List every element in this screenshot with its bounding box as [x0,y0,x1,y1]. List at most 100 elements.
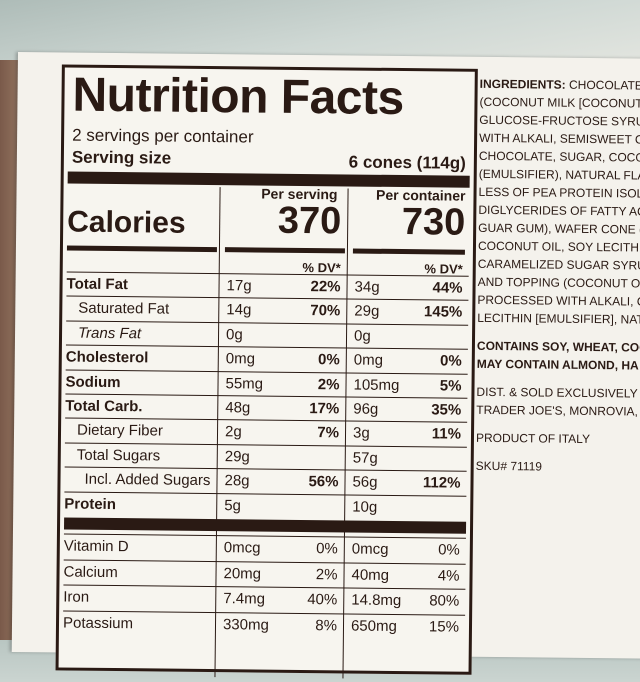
allergen-line: MAY CONTAIN ALMOND, HA [476,356,639,373]
dv-per-serving [279,449,339,450]
calories-per-serving: 370 [277,199,342,243]
thick-divider-vitamins [64,517,467,534]
amount-per-container: 14.8mg [351,591,402,610]
vitamin-row: Iron 7.4mg 40% 14.8mg 80% [59,584,469,612]
nutrient-row: Incl. Added Sugars 28g 56% 56g 112% [60,466,470,495]
ingredients-line: CHOCOLATE, SUGAR, COCOA B [478,148,640,165]
allergen-statement: CONTAINS SOY, WHEAT, COC MAY CONTAIN ALM… [477,337,640,375]
ingredients-line: GLUCOSE-FRUCTOSE SYRUP, SU [479,112,640,129]
vitamin-row: Vitamin D 0mcg 0% 0mcg 0% [60,533,470,561]
amount-per-serving: 7.4mg [223,590,266,608]
amount-per-container: 29g [354,302,380,321]
ingredients-line: LECITHIN [EMULSIFIER], NATU [477,310,640,327]
amount-per-serving: 0g [225,325,243,344]
amount-per-container: 56g [352,473,378,491]
dv-per-serving: 8% [315,616,338,634]
dv-per-container: 0% [438,541,460,559]
amount-per-container: 34g [354,278,380,296]
nutrient-name: Iron [63,588,90,606]
dv-per-container: 112% [422,474,461,492]
nutrient-name: Total Carb. [65,397,143,416]
servings-per-container: 2 servings per container [72,125,254,147]
amount-per-serving: 2g [224,423,242,441]
nutrient-row: Cholesterol 0mg 0% 0mg 0% [62,344,472,373]
dv-per-container: 15% [428,617,460,636]
dv-per-serving: 22% [310,278,341,296]
calories-bar-left [66,245,217,253]
nutrient-name: Incl. Added Sugars [84,470,211,490]
amount-per-container: 57g [352,449,378,467]
nutrient-name: Protein [64,495,117,513]
dv-per-container: 4% [437,566,460,585]
dv-per-serving: 0% [316,540,338,558]
nutrient-name: Total Fat [66,275,129,294]
amount-per-serving: 5g [224,496,242,514]
vitamin-row: Calcium 20mg 2% 40mg 4% [59,559,469,587]
amount-per-container: 0mg [353,351,384,370]
dv-per-serving: 56% [308,473,339,491]
dv-per-container: 145% [423,303,463,322]
distributor-line: TRADER JOE'S, MONROVIA, C [476,402,640,419]
dv-per-container: 44% [432,279,463,297]
ingredients-line: (EMULSIFIER), NATURAL FLAVO [478,166,640,183]
ingredients-line: DIGLYCERIDES OF FATTY ACIDS [478,202,640,219]
amount-per-serving: 48g [225,399,251,417]
ingredients-line: LESS OF PEA PROTEIN ISOLATE, [478,184,640,201]
nutrition-title: Nutrition Facts [72,68,404,126]
vitamin-row: Potassium 330mg 8% 650mg 15% [59,610,469,638]
nutrition-facts-panel: Nutrition Facts 2 servings per container… [55,64,478,679]
nutrient-name: Cholesterol [65,348,149,367]
amount-per-serving: 17g [226,277,252,295]
nutrient-name: Total Sugars [76,446,161,465]
amount-per-serving: 20mg [223,564,262,583]
amount-per-container: 3g [352,424,370,443]
amount-per-container: 650mg [350,617,397,635]
amount-per-container: 10g [352,498,378,516]
nutrient-name: Saturated Fat [78,300,170,318]
amount-per-serving: 0mcg [223,539,261,557]
dv-per-serving: 17% [309,400,340,418]
amount-per-container: 40mg [351,566,390,584]
serving-size-label: Serving size [71,147,172,168]
package-box: Nutrition Facts 2 servings per container… [11,52,640,679]
nutrient-name: Vitamin D [63,537,129,556]
calories-label: Calories [67,205,186,240]
dv-per-serving: 2% [317,375,340,393]
dv-per-serving: 7% [317,424,340,442]
sku-number: SKU# 71119 [475,458,543,474]
nutrient-name: Calcium [63,563,118,581]
amount-per-serving: 28g [224,472,250,490]
ingredients-line: AND TOPPING (COCONUT OIL [477,274,640,291]
ingredients-text: INGREDIENTS: CHOCOLATE CO [480,75,640,95]
ingredients-line: (COCONUT MILK [COCONUT, W [479,94,640,111]
calories-bar-right [352,248,465,255]
dv-per-serving [280,327,340,328]
dv-per-serving: 0% [318,351,340,369]
nutrient-name: Sodium [65,373,121,391]
nutrient-row: Protein 5g 10g [60,491,470,519]
nutrient-name: Potassium [62,614,134,632]
dv-per-container [401,450,461,451]
dv-per-serving [278,497,338,498]
amount-per-serving: 14g [226,301,252,319]
dv-per-container: 0% [440,352,462,370]
ingredients-heading: INGREDIENTS: [479,76,566,92]
nutrient-name: Dietary Fiber [76,422,163,440]
distributor-statement: DIST. & SOLD EXCLUSIVELY BY TRADER JOE'S… [476,383,640,421]
dv-per-serving: 70% [310,302,341,320]
nutrient-name: Trans Fat [77,324,142,343]
calories-per-container: 730 [401,201,466,244]
amount-per-serving: 29g [224,447,250,466]
dv-per-container [400,499,460,500]
dv-per-serving: 40% [307,591,338,609]
dv-per-serving: 2% [315,565,338,583]
dv-per-container: 35% [431,401,462,419]
ingredients-panel: INGREDIENTS: CHOCOLATE CO (COCONUT MILK … [476,75,640,477]
amount-per-container: 105mg [353,376,400,394]
ingredients-line: CARAMELIZED SUGAR SYRUP) [477,256,640,273]
nutrient-row: Sodium 55mg 2% 105mg 5% [61,369,471,397]
amount-per-serving: 55mg [225,374,264,393]
amount-per-container: 0g [353,327,371,345]
ingredients-line: COCONUT OIL, SOY LECITHIN [477,238,640,255]
dv-per-container: 5% [439,377,462,395]
